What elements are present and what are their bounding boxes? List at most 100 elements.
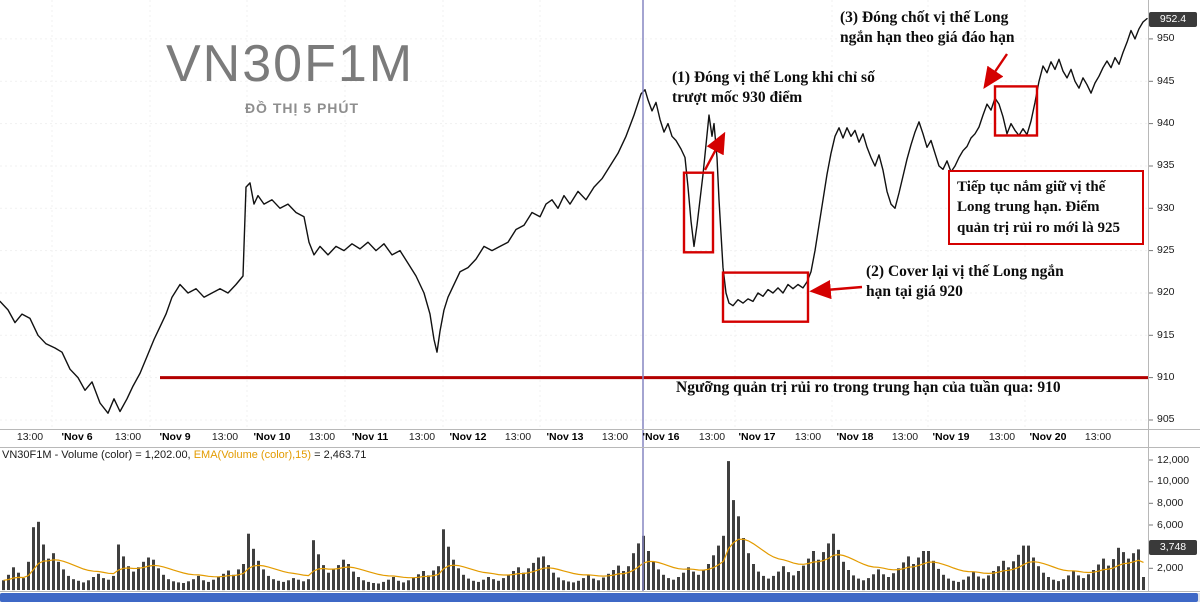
volume-bar [422,571,425,590]
volume-bar [557,577,560,590]
volume-header-ema-label: EMA(Volume (color),15) [193,449,312,461]
volume-bar [832,533,835,590]
x-axis-label: 'Nov 10 [253,431,291,443]
volume-bar [757,571,760,590]
volume-indicator-header: VN30F1M - Volume (color) = 1,202.00, EMA… [2,449,366,461]
volume-bar [22,578,25,590]
volume-bar [377,583,380,590]
volume-bar [122,556,125,590]
volume-bar [862,580,865,591]
volume-bar [1132,553,1135,590]
volume-bar [1002,560,1005,591]
volume-bar [112,575,115,590]
volume-bar [1017,554,1020,590]
volume-bar [137,567,140,591]
volume-bar [267,575,270,590]
volume-axis-label: 12,000 [1157,453,1190,466]
volume-bar [917,557,920,590]
volume-bar [472,580,475,590]
volume-bar [867,578,870,590]
volume-bar [447,546,450,590]
volume-bar [1087,574,1090,590]
volume-bar [167,579,170,590]
volume-bar [32,527,35,590]
highlight-box [721,271,810,323]
volume-bar [162,574,165,590]
volume-bar [967,576,970,590]
volume-bar [537,557,540,590]
price-axis-label: 915 [1157,328,1175,341]
volume-ema-layer [3,538,1144,581]
volume-bar [1102,558,1105,590]
last-volume-badge: 3,748 [1149,540,1197,555]
volume-bar [402,582,405,590]
volume-bar [1092,570,1095,590]
volume-bar [677,577,680,590]
volume-bar [202,580,205,591]
volume-bar [442,529,445,590]
x-axis-label: 13:00 [794,431,822,443]
volume-bar [272,579,275,590]
x-axis-label: 'Nov 13 [546,431,584,443]
volume-bar [92,577,95,590]
volume-bar [117,544,120,590]
volume-bar [302,581,305,590]
volume-bar [212,579,215,590]
x-axis-label: 13:00 [16,431,44,443]
volume-bar [962,579,965,590]
volume-bar [492,579,495,590]
volume-bar [1027,545,1030,590]
annotation-close-short-term-note: (3) Đóng chốt vị thế Long ngắn hạn theo … [840,9,1015,47]
volume-bar [947,578,950,590]
volume-bar [327,572,330,590]
volume-bar [362,580,365,591]
volume-bar [972,572,975,590]
volume-bar [182,583,185,590]
volume-bar [802,565,805,590]
x-axis-label: 'Nov 16 [642,431,680,443]
volume-bar [572,582,575,590]
volume-bar [457,568,460,590]
volume-bar [102,578,105,590]
x-axis-label: 13:00 [114,431,142,443]
volume-bar [107,579,110,590]
volume-bar [912,564,915,590]
volume-bar [247,533,250,590]
volume-bar [192,579,195,590]
price-axis-label: 940 [1157,117,1175,130]
price-axis-label: 930 [1157,201,1175,214]
volume-axis-label: 10,000 [1157,475,1190,488]
volume-bar [652,561,655,590]
volume-bar [987,575,990,590]
x-axis-label: 13:00 [698,431,726,443]
volume-bar [292,578,295,590]
price-panel-separator [0,429,1200,430]
volume-bar [387,579,390,590]
volume-bar [347,564,350,590]
x-axis-label: 13:00 [601,431,629,443]
annotation-arrow [809,280,863,300]
volume-bar [1127,558,1130,590]
volume-bar [1137,549,1140,590]
volume-bar [207,581,210,590]
volume-bar [672,579,675,590]
volume-bar [322,565,325,590]
x-axis-label: 13:00 [988,431,1016,443]
volume-bar [342,559,345,590]
x-axis-label: 13:00 [1084,431,1112,443]
volume-bar [1052,579,1055,590]
volume-bar [337,565,340,590]
annotation-arrow [983,53,1008,89]
volume-bar [817,559,820,590]
volume-bar [417,574,420,590]
volume-bar [52,553,55,590]
volume-bar [62,569,65,590]
volume-bar [1072,571,1075,590]
scrollbar-thumb[interactable] [0,593,1198,602]
volume-bar [307,579,310,590]
volume-bar [587,574,590,590]
scrollbar-track[interactable] [0,593,1200,602]
